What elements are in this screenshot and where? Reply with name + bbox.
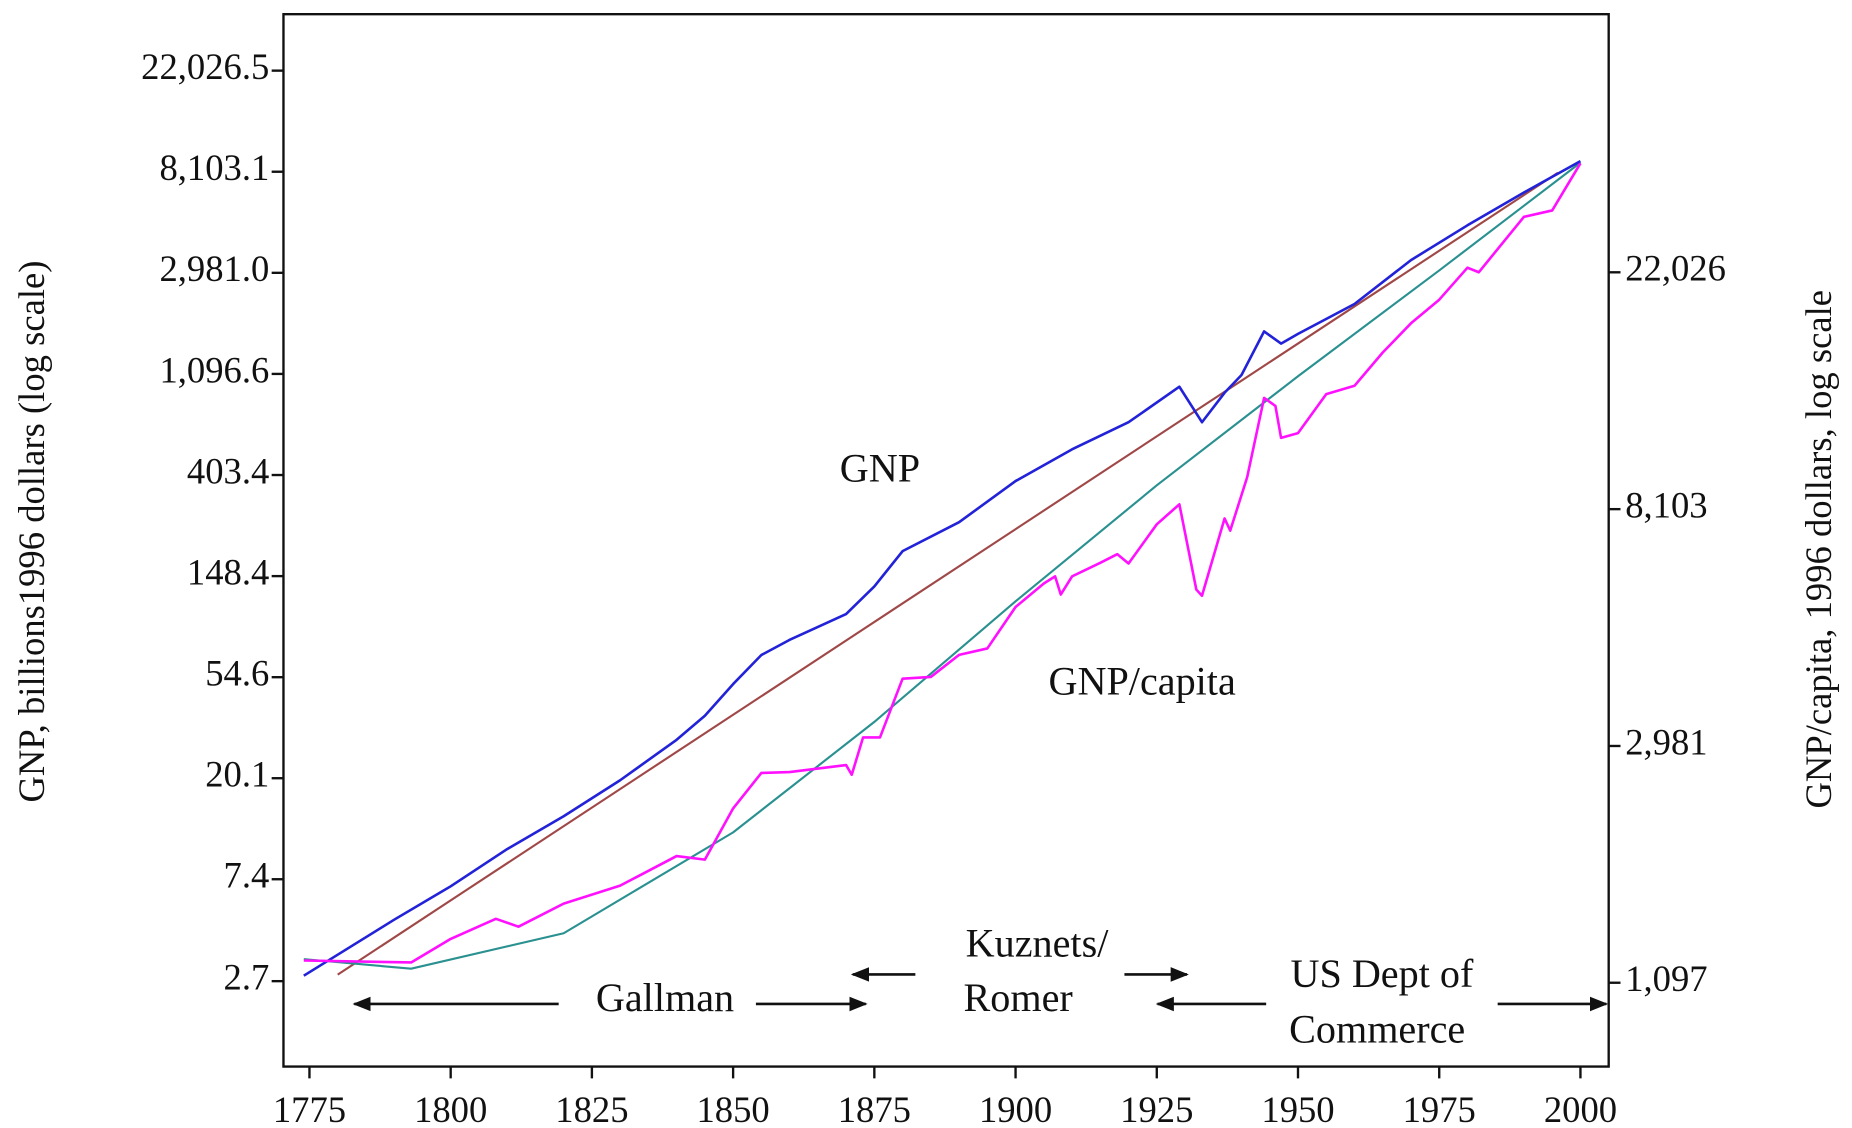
x-tick-label: 2000 (1544, 1089, 1617, 1128)
y2-axis-title: GNP/capita, 1996 dollars, log scale (1798, 290, 1839, 809)
x-tick-label: 1825 (555, 1089, 628, 1128)
x-tick-label: 1900 (979, 1089, 1052, 1128)
y-axis-title: GNP, billions1996 dollars (log scale) (11, 261, 52, 803)
y-tick-label: 54.6 (205, 653, 269, 694)
y-tick-label: 148.4 (187, 552, 269, 593)
y-tick-label: 7.4 (224, 855, 270, 896)
annotation: GNP (840, 446, 920, 491)
annotation: US Dept of (1290, 951, 1473, 996)
y-tick-label: 1,096.6 (159, 349, 269, 390)
y2-tick-label: 8,103 (1625, 485, 1707, 526)
annotation: GNP/capita (1049, 658, 1236, 703)
annotation: Kuznets/ (966, 920, 1110, 965)
y2-tick-label: 22,026 (1625, 248, 1726, 289)
x-tick-label: 1775 (273, 1089, 346, 1128)
x-tick-label: 1875 (838, 1089, 911, 1128)
x-tick-label: 1850 (697, 1089, 770, 1128)
plot-frame (282, 13, 1610, 1068)
x-tick-label: 1950 (1261, 1089, 1334, 1128)
x-tick-label: 1975 (1403, 1089, 1476, 1128)
data-line (303, 159, 1582, 977)
y-tick-label: 2.7 (224, 957, 270, 998)
y-tick-label: 403.4 (187, 450, 269, 491)
annotation: Romer (964, 975, 1074, 1020)
data-line (303, 162, 1582, 964)
x-tick-label: 1800 (414, 1089, 487, 1128)
period-arrows (352, 967, 1609, 1012)
y-tick-label: 2,981.0 (159, 248, 269, 289)
y2-tick-label: 1,097 (1625, 958, 1707, 999)
y-tick-label: 20.1 (205, 754, 269, 795)
y-tick-label: 22,026.5 (141, 46, 269, 87)
trend-line (303, 161, 1582, 970)
annotation: Gallman (596, 975, 734, 1020)
x-tick-label: 1925 (1120, 1089, 1193, 1128)
y2-tick-label: 2,981 (1625, 721, 1707, 762)
annotation: Commerce (1289, 1007, 1465, 1052)
y-tick-label: 8,103.1 (159, 147, 269, 188)
trend-line (337, 171, 1559, 976)
